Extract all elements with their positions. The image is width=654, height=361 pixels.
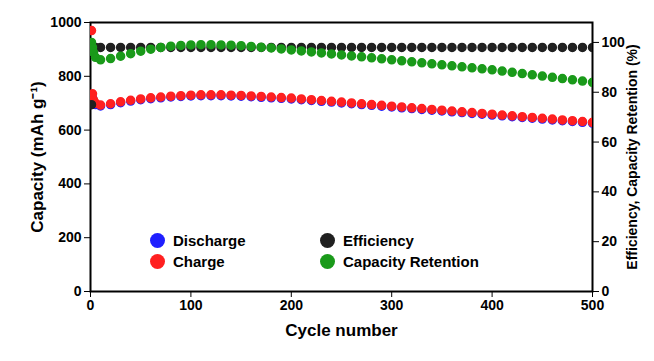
svg-text:Efficiency, Capacity Retention: Efficiency, Capacity Retention (%) (624, 44, 640, 269)
svg-text:100: 100 (179, 297, 203, 313)
svg-text:60: 60 (602, 134, 618, 150)
svg-text:40: 40 (602, 183, 618, 199)
svg-text:Cycle number: Cycle number (285, 321, 398, 340)
html-text:Charge: Charge (173, 253, 225, 270)
svg-text:0: 0 (602, 283, 610, 299)
svg-text:20: 20 (602, 233, 618, 249)
svg-text:Capacity (mAh g⁻¹): Capacity (mAh g⁻¹) (28, 81, 47, 232)
svg-text:400: 400 (58, 175, 82, 191)
svg-text:80: 80 (602, 84, 618, 100)
html-text:Capacity Retention: Capacity Retention (343, 253, 479, 270)
svg-text:400: 400 (480, 297, 504, 313)
svg-text:600: 600 (58, 122, 82, 138)
html-text:Discharge: Discharge (173, 232, 246, 249)
svg-text:300: 300 (380, 297, 404, 313)
svg-text:0: 0 (74, 283, 82, 299)
svg-text:200: 200 (58, 229, 82, 245)
html-text:Efficiency: Efficiency (343, 232, 414, 249)
svg-text:100: 100 (602, 34, 626, 50)
svg-text:1000: 1000 (50, 14, 81, 30)
svg-text:200: 200 (280, 297, 304, 313)
svg-text:800: 800 (58, 68, 82, 84)
svg-text:0: 0 (87, 297, 95, 313)
svg-text:500: 500 (581, 297, 605, 313)
